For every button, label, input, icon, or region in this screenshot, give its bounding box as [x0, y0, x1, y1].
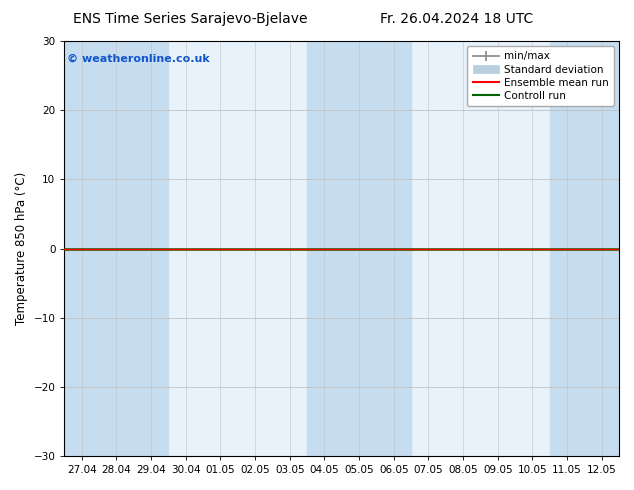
Text: Fr. 26.04.2024 18 UTC: Fr. 26.04.2024 18 UTC [380, 12, 533, 26]
Bar [99, 41, 134, 456]
Bar [307, 41, 342, 456]
Bar [342, 41, 377, 456]
Y-axis label: Temperature 850 hPa (°C): Temperature 850 hPa (°C) [15, 172, 28, 325]
Bar [65, 41, 99, 456]
Text: © weatheronline.co.uk: © weatheronline.co.uk [67, 53, 210, 64]
Legend: min/max, Standard deviation, Ensemble mean run, Controll run: min/max, Standard deviation, Ensemble me… [467, 46, 614, 106]
Bar [550, 41, 585, 456]
Bar [377, 41, 411, 456]
Bar [585, 41, 619, 456]
Bar [134, 41, 169, 456]
Text: ENS Time Series Sarajevo-Bjelave: ENS Time Series Sarajevo-Bjelave [73, 12, 307, 26]
